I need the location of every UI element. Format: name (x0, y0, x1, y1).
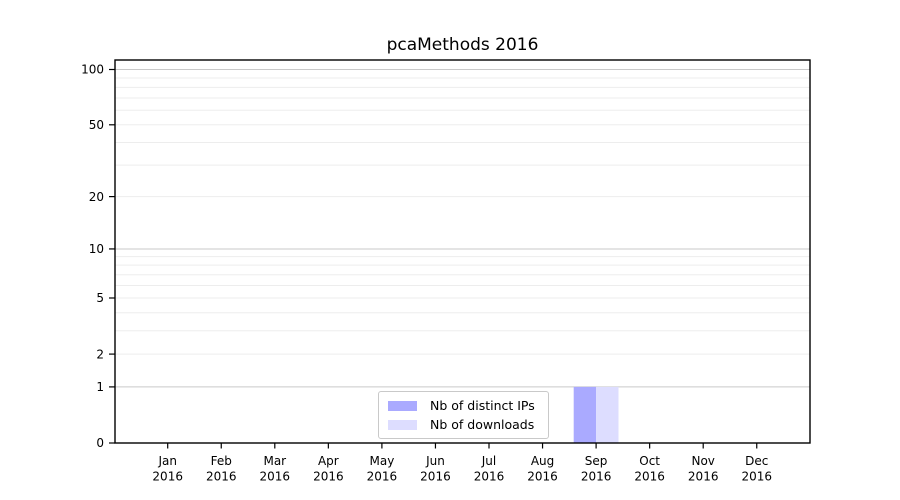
legend: Nb of distinct IPs Nb of downloads (378, 391, 549, 439)
x-tick-label-year: 2016 (688, 470, 719, 484)
x-tick-label-year: 2016 (634, 470, 665, 484)
legend-item-downloads: Nb of downloads (388, 417, 548, 432)
y-tick-label: 50 (89, 118, 104, 132)
axis-frame (114, 59, 811, 444)
x-tick-label-year: 2016 (581, 470, 612, 484)
x-tick-label-year: 2016 (474, 470, 505, 484)
legend-label-downloads: Nb of downloads (430, 417, 535, 432)
x-tick-label-year: 2016 (420, 470, 451, 484)
y-tick-label: 1 (96, 380, 104, 394)
x-tick-label-month: Nov (691, 454, 714, 468)
y-tick-label: 5 (96, 291, 104, 305)
x-tick-label-month: Mar (263, 454, 286, 468)
x-tick-label-month: May (369, 454, 394, 468)
y-tick-label: 2 (96, 347, 104, 361)
x-tick-label-month: Aug (531, 454, 554, 468)
x-tick-label-year: 2016 (527, 470, 558, 484)
downloads-swatch (388, 419, 417, 430)
y-tick-label: 0 (96, 436, 104, 450)
x-tick-label-year: 2016 (206, 470, 237, 484)
distinct-ips-swatch (388, 400, 417, 411)
x-tick-label-year: 2016 (313, 470, 344, 484)
x-tick-label-month: Jan (157, 454, 177, 468)
x-tick-label-month: Sep (585, 454, 608, 468)
x-tick-label-month: Jun (425, 454, 445, 468)
bar-distinct-ips (573, 386, 597, 443)
x-tick-label-year: 2016 (152, 470, 183, 484)
bar-downloads (596, 386, 619, 443)
y-tick-label: 100 (81, 63, 104, 77)
x-tick-label-month: Oct (639, 454, 660, 468)
x-tick-label-year: 2016 (741, 470, 772, 484)
chart-title: pcaMethods 2016 (386, 35, 539, 55)
x-tick-label-month: Feb (211, 454, 232, 468)
legend-label-distinct-ips: Nb of distinct IPs (430, 398, 535, 413)
x-tick-label-year: 2016 (367, 470, 398, 484)
x-tick-label-month: Apr (318, 454, 339, 468)
x-tick-label-year: 2016 (260, 470, 291, 484)
legend-item-distinct-ips: Nb of distinct IPs (388, 398, 548, 413)
x-tick-label-month: Dec (745, 454, 768, 468)
y-tick-label: 20 (89, 190, 104, 204)
y-tick-label: 10 (89, 242, 104, 256)
x-tick-label-month: Jul (481, 454, 496, 468)
